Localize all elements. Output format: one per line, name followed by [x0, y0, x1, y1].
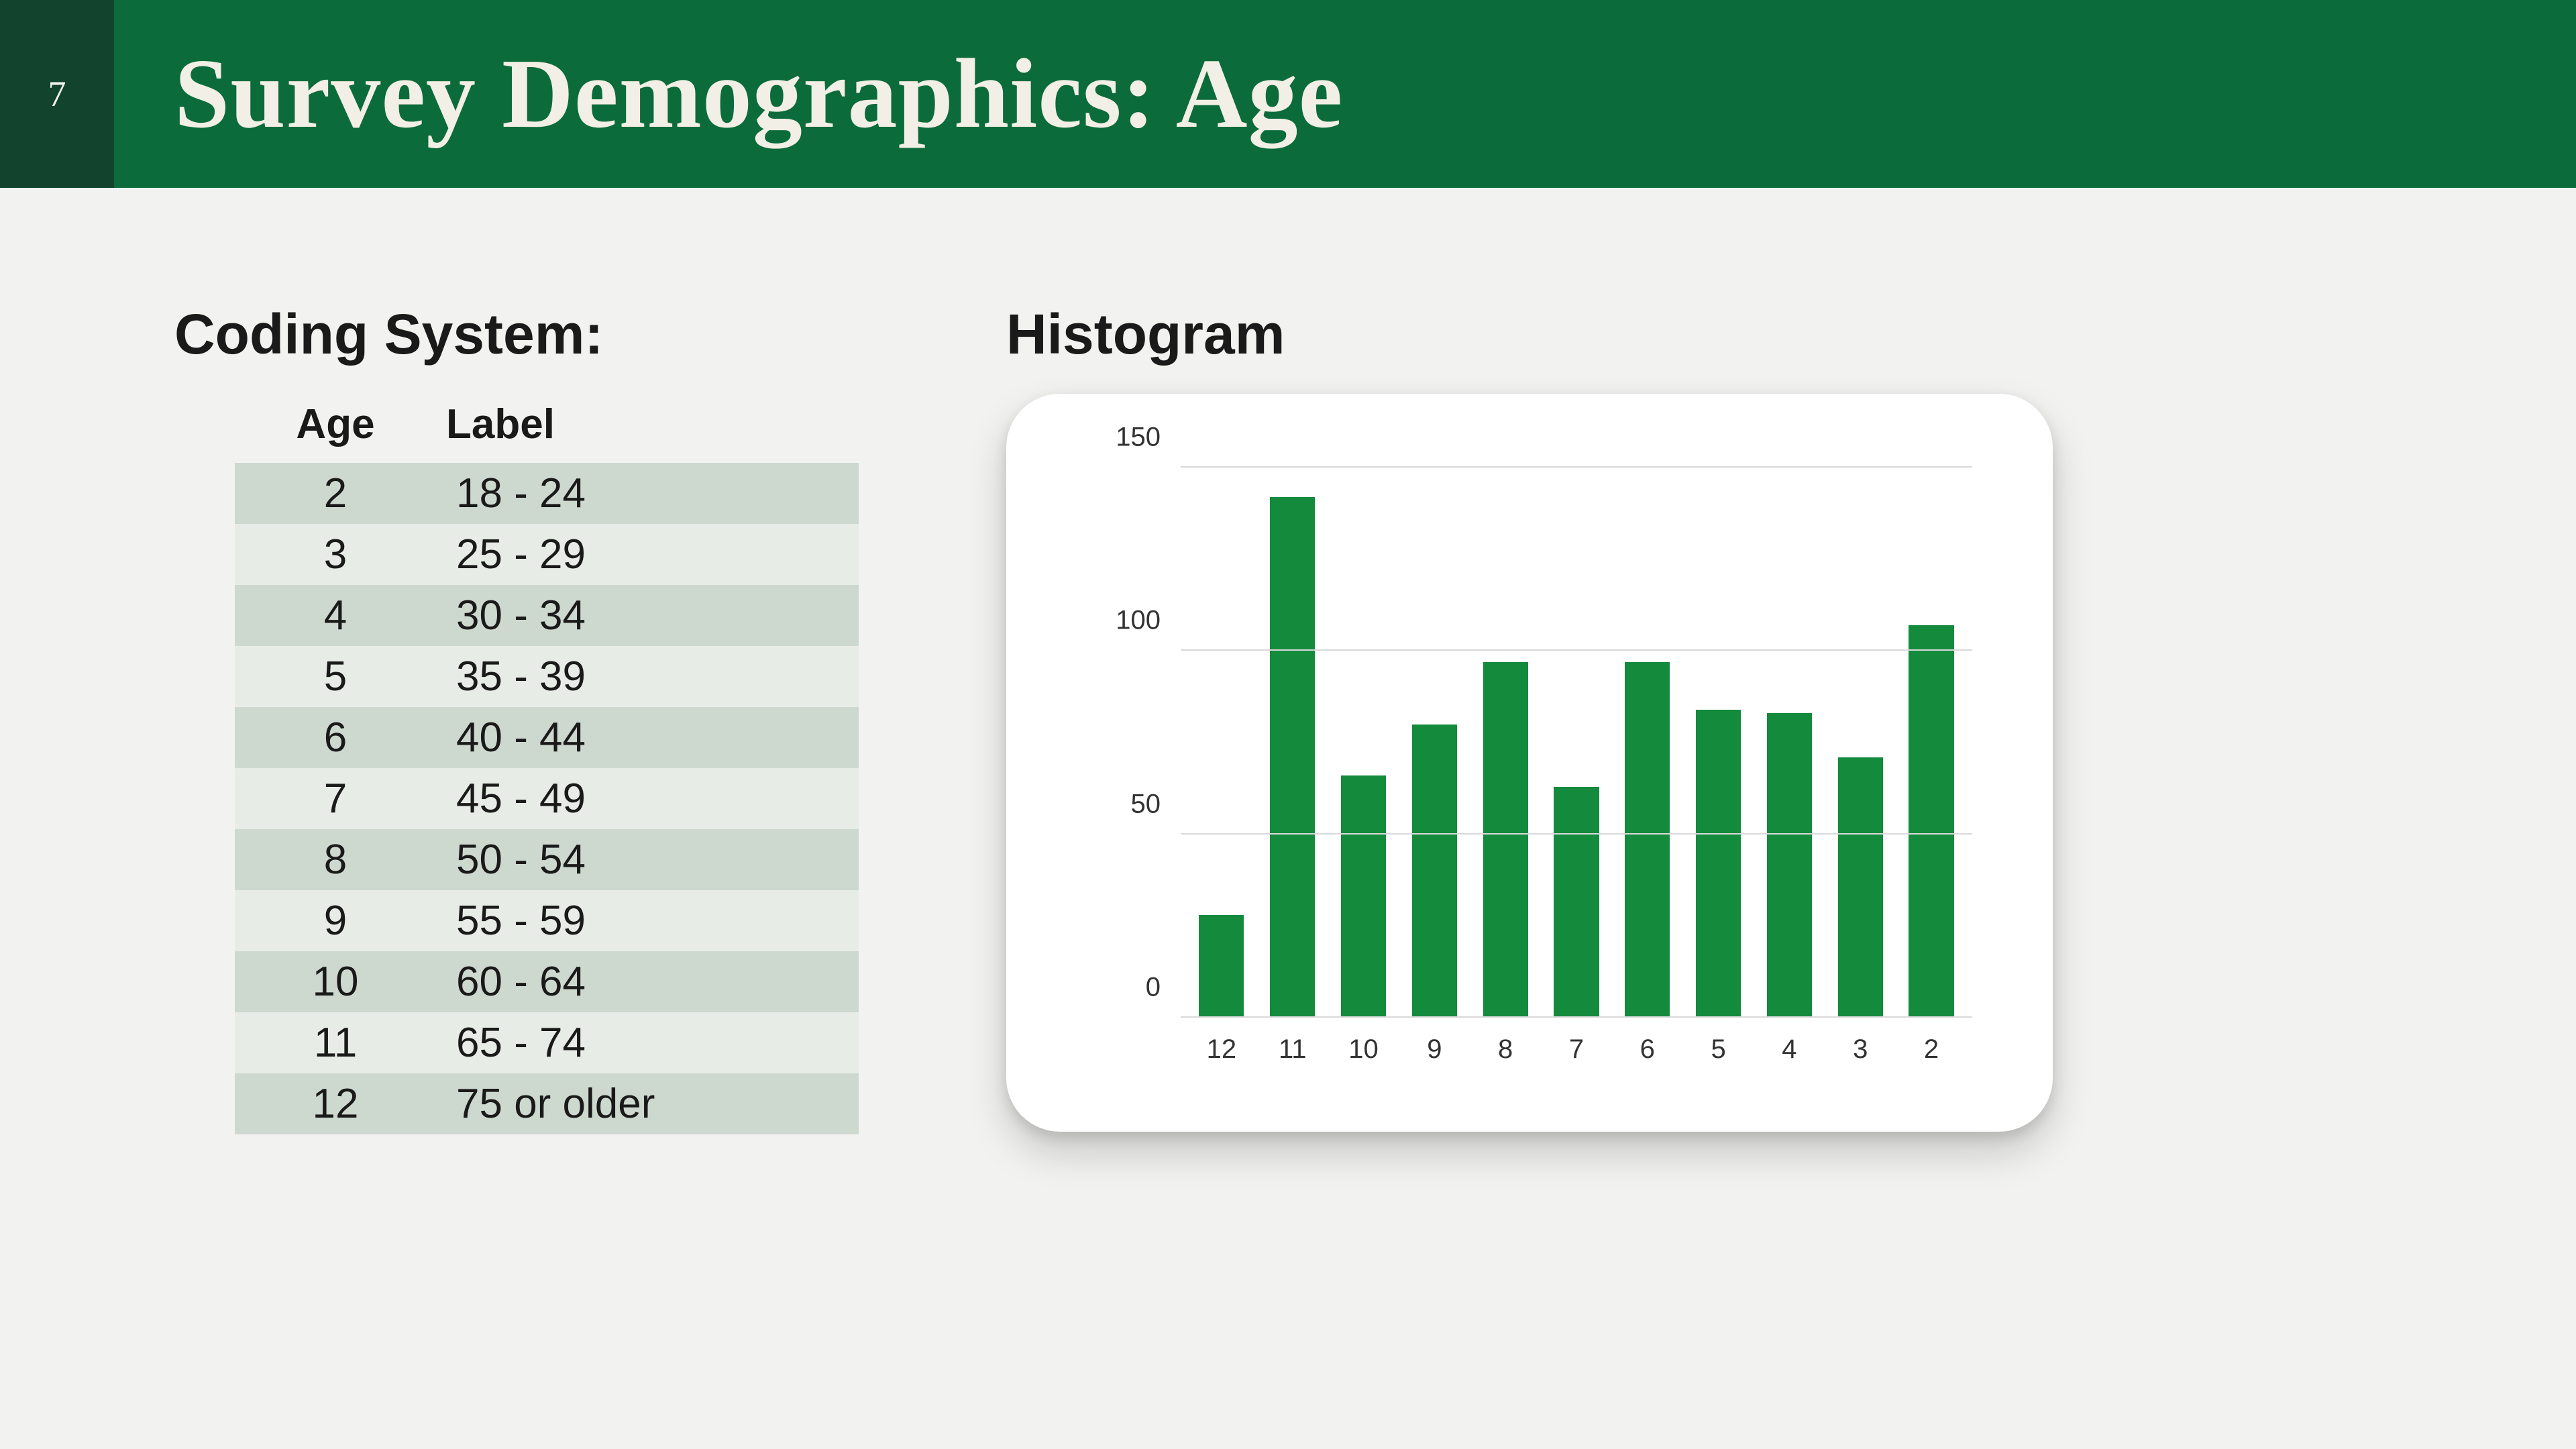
table-cell-age: 3 — [235, 531, 436, 578]
table-cell-label: 55 - 59 — [436, 897, 859, 945]
bar-slot — [1194, 468, 1249, 1018]
x-tick-label: 12 — [1194, 1034, 1249, 1065]
y-tick-label: 150 — [1116, 423, 1181, 453]
histogram-bar — [1696, 710, 1741, 1018]
table-body: 218 - 24325 - 29430 - 34535 - 39640 - 44… — [235, 463, 859, 1134]
table-row: 325 - 29 — [235, 524, 859, 585]
table-header-label: Label — [436, 400, 859, 448]
gridline — [1181, 649, 1972, 651]
histogram-section: Histogram 050100150 12111098765432 — [1006, 302, 2422, 1134]
table-row: 218 - 24 — [235, 463, 859, 524]
slide-number-slot: 7 — [0, 0, 114, 188]
bar-slot — [1265, 468, 1320, 1018]
y-tick-label: 0 — [1146, 973, 1181, 1003]
plot-area: 050100150 — [1181, 468, 1972, 1018]
chart-inner: 050100150 12 11 10 98765432 — [1060, 468, 1999, 1091]
bar-slot — [1478, 468, 1533, 1018]
bar-slot — [1336, 468, 1391, 1018]
histogram-bar — [1270, 497, 1315, 1018]
table-row: 955 - 59 — [235, 890, 859, 951]
histogram-bar — [1341, 775, 1386, 1018]
x-tick-label: 7 — [1549, 1034, 1604, 1065]
table-row: 1060 - 64 — [235, 951, 859, 1012]
table-row: 1165 - 74 — [235, 1012, 859, 1073]
table-cell-age: 8 — [235, 836, 436, 883]
x-tick-label: 3 — [1833, 1034, 1888, 1065]
table-cell-age: 7 — [235, 775, 436, 822]
bar-slot — [1407, 468, 1462, 1018]
coding-system-section: Coding System: Age Label 218 - 24325 - 2… — [174, 302, 912, 1134]
histogram-heading: Histogram — [1006, 302, 2422, 367]
table-cell-label: 30 - 34 — [436, 592, 859, 639]
histogram-bar — [1909, 625, 1953, 1018]
x-tick-label: 8 — [1478, 1034, 1533, 1065]
table-cell-age: 2 — [235, 470, 436, 517]
x-tick-label: 4 — [1762, 1034, 1817, 1065]
table-cell-age: 12 — [235, 1080, 436, 1128]
table-cell-age: 4 — [235, 592, 436, 639]
table-cell-label: 35 - 39 — [436, 653, 859, 700]
bar-slot — [1762, 468, 1817, 1018]
table-cell-age: 10 — [235, 958, 436, 1006]
x-tick-label: 11 — [1265, 1034, 1320, 1065]
table-cell-label: 50 - 54 — [436, 836, 859, 883]
bar-slot — [1549, 468, 1604, 1018]
table-cell-label: 60 - 64 — [436, 958, 859, 1006]
table-cell-label: 65 - 74 — [436, 1019, 859, 1067]
x-tick-label: 10 — [1336, 1034, 1391, 1065]
table-row: 640 - 44 — [235, 707, 859, 768]
x-tick-label: 6 — [1620, 1034, 1675, 1065]
table-header-row: Age Label — [235, 394, 859, 463]
bar-slot — [1620, 468, 1675, 1018]
histogram-bar — [1838, 757, 1883, 1018]
slide-title: Survey Demographics: Age — [174, 37, 1343, 151]
gridline — [1181, 466, 1972, 468]
histogram-bar — [1483, 662, 1528, 1018]
y-tick-label: 50 — [1131, 789, 1181, 819]
y-tick-label: 100 — [1116, 606, 1181, 636]
histogram-card: 050100150 12111098765432 — [1006, 394, 2053, 1132]
table-cell-label: 18 - 24 — [436, 470, 859, 517]
slide-header: 7 Survey Demographics: Age — [0, 0, 2576, 188]
table-cell-age: 9 — [235, 897, 436, 945]
x-tick-label: 2 — [1904, 1034, 1959, 1065]
gridline — [1181, 833, 1972, 835]
bar-slot — [1691, 468, 1746, 1018]
histogram-bar — [1767, 713, 1812, 1018]
table-cell-age: 5 — [235, 653, 436, 700]
histogram-bar — [1625, 662, 1670, 1018]
bar-slot — [1833, 468, 1888, 1018]
table-row: 1275 or older — [235, 1073, 859, 1134]
table-cell-label: 45 - 49 — [436, 775, 859, 822]
histogram-bar — [1554, 787, 1599, 1018]
table-cell-age: 6 — [235, 714, 436, 761]
x-tick-label: 5 — [1691, 1034, 1746, 1065]
table-row: 850 - 54 — [235, 829, 859, 890]
coding-heading: Coding System: — [174, 302, 912, 367]
table-cell-label: 40 - 44 — [436, 714, 859, 761]
bar-slot — [1904, 468, 1959, 1018]
title-wrap: Survey Demographics: Age — [114, 0, 2576, 188]
gridline — [1181, 1016, 1972, 1018]
table-row: 745 - 49 — [235, 768, 859, 829]
table-cell-label: 25 - 29 — [436, 531, 859, 578]
histogram-bar — [1412, 724, 1457, 1018]
table-cell-age: 11 — [235, 1019, 436, 1067]
slide-content: Coding System: Age Label 218 - 24325 - 2… — [0, 188, 2576, 1134]
x-axis-labels: 12 11 10 98765432 — [1181, 1034, 1972, 1065]
coding-table: Age Label 218 - 24325 - 29430 - 34535 - … — [235, 394, 859, 1134]
table-row: 535 - 39 — [235, 646, 859, 707]
table-header-age: Age — [235, 400, 436, 448]
slide-number: 7 — [48, 73, 66, 115]
histogram-bar — [1199, 915, 1244, 1018]
table-cell-label: 75 or older — [436, 1080, 859, 1128]
x-tick-label: 9 — [1407, 1034, 1462, 1065]
table-row: 430 - 34 — [235, 585, 859, 646]
bars-container — [1181, 468, 1972, 1018]
